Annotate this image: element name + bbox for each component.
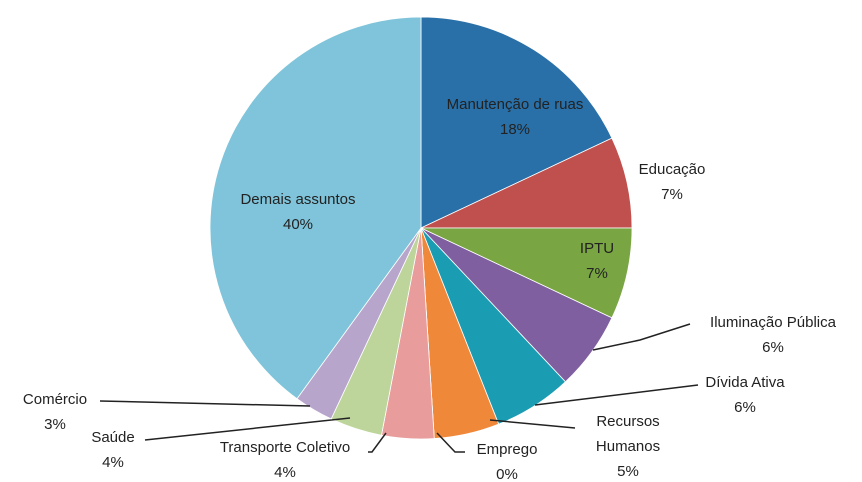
slice-name: Manutenção de ruas — [446, 96, 584, 113]
slice-name: Saúde — [91, 429, 135, 446]
slice-label: Iluminação Pública 6% — [688, 310, 858, 360]
slice-name: IPTU — [579, 240, 615, 257]
slice-percent: 18% — [499, 121, 531, 138]
slice-label: IPTU 7% — [557, 236, 637, 286]
slice-name: Recursos Humanos — [595, 413, 661, 455]
slice-label: Demais assuntos 40% — [208, 187, 388, 237]
slice-label: Recursos Humanos 5% — [578, 409, 678, 482]
slice-label: Emprego 0% — [457, 437, 557, 482]
slice-percent: 6% — [762, 339, 784, 356]
pie-slice — [209, 16, 422, 400]
slice-percent: 5% — [617, 463, 639, 480]
slice-name: Comércio — [22, 391, 88, 408]
slice-percent: 7% — [586, 265, 608, 282]
slice-percent: 4% — [274, 464, 296, 481]
slice-name: Emprego — [476, 441, 538, 458]
leader-line — [144, 417, 351, 441]
slice-label: Manutenção de ruas 18% — [430, 92, 600, 142]
leader-line — [534, 384, 699, 406]
slice-percent: 3% — [44, 416, 66, 433]
slice-name: Educação — [638, 161, 706, 178]
slice-name: Demais assuntos — [240, 191, 356, 208]
slice-percent: 4% — [102, 454, 124, 471]
slice-percent: 6% — [734, 399, 756, 416]
slice-name: Iluminação Pública — [710, 314, 836, 331]
slice-label: Transporte Coletivo 4% — [185, 435, 385, 482]
slice-label: Saúde 4% — [73, 425, 153, 475]
slice-percent: 7% — [661, 186, 683, 203]
slice-label: Dívida Ativa 6% — [685, 370, 805, 420]
slice-percent: 0% — [496, 466, 518, 482]
slice-label: Educação 7% — [612, 157, 732, 207]
leader-line — [592, 323, 691, 351]
leader-line — [489, 419, 576, 429]
pie-slice — [420, 16, 613, 229]
leader-line — [436, 432, 465, 453]
slice-percent: 40% — [282, 216, 314, 233]
slice-name: Transporte Coletivo — [219, 439, 351, 456]
leader-line — [99, 400, 311, 407]
leader-line — [368, 432, 387, 453]
slice-name: Dívida Ativa — [705, 374, 785, 391]
slice-label: Comércio 3% — [5, 387, 105, 437]
